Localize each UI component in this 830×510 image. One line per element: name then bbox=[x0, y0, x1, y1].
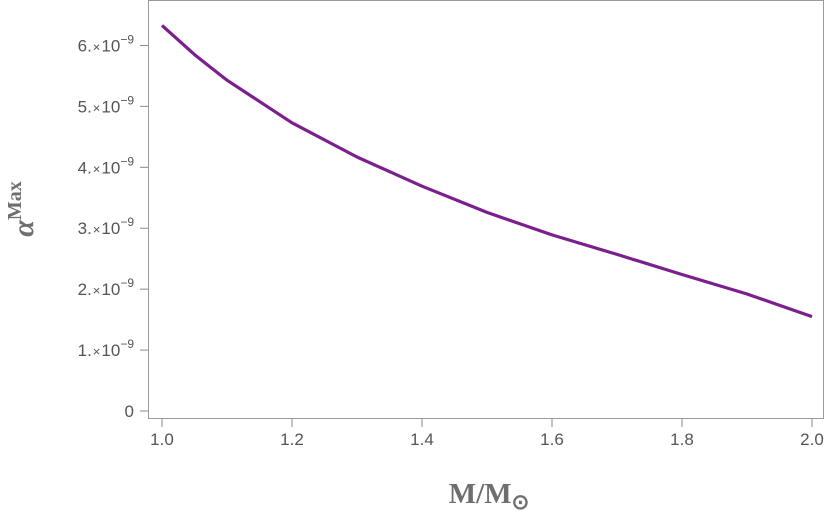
y-tick-base: 10 bbox=[101, 219, 120, 238]
y-tick-exponent: −9 bbox=[120, 32, 134, 46]
x-axis-title-text: M/M bbox=[449, 478, 512, 510]
y-tick-label: 0 bbox=[125, 402, 134, 421]
y-tick-mantissa: 0 bbox=[125, 402, 134, 421]
y-tick-base: 10 bbox=[101, 158, 120, 177]
y-tick-mantissa: 3. bbox=[78, 219, 92, 238]
x-axis-title-subscript: ⊙ bbox=[512, 490, 530, 510]
y-tick-mantissa: 2. bbox=[78, 280, 92, 299]
y-tick-base: 10 bbox=[101, 280, 120, 299]
y-axis-title-superscript: Max bbox=[4, 181, 26, 220]
y-tick-label: 6.×10−9 bbox=[78, 32, 135, 55]
y-tick-exponent: −9 bbox=[120, 154, 134, 168]
series-line bbox=[160, 24, 813, 319]
y-tick-exponent: −9 bbox=[120, 337, 134, 351]
x-tick-label: 2.0 bbox=[800, 430, 824, 449]
y-tick-label: 3.×10−9 bbox=[78, 215, 135, 238]
y-tick-mantissa: 6. bbox=[78, 36, 92, 55]
y-tick-times: × bbox=[93, 222, 101, 237]
y-tick-times: × bbox=[93, 39, 101, 54]
y-tick-label: 1.×10−9 bbox=[78, 337, 135, 360]
y-tick-exponent: −9 bbox=[120, 215, 134, 229]
x-tick-label: 1.4 bbox=[410, 430, 434, 449]
x-tick-label: 1.6 bbox=[540, 430, 564, 449]
y-tick-label: 2.×10−9 bbox=[78, 276, 135, 299]
x-tick-label: 1.0 bbox=[150, 430, 174, 449]
y-tick-times: × bbox=[93, 283, 101, 298]
y-tick-base: 10 bbox=[101, 36, 120, 55]
x-axis-ticks: 1.0 1.2 1.4 1.6 1.8 2.0 bbox=[150, 419, 824, 449]
y-tick-mantissa: 5. bbox=[78, 97, 92, 116]
y-axis-title: αMax bbox=[4, 181, 40, 237]
series-layer bbox=[160, 24, 813, 319]
y-tick-times: × bbox=[93, 344, 101, 359]
y-tick-label: 5.×10−9 bbox=[78, 93, 135, 116]
x-tick-label: 1.2 bbox=[280, 430, 304, 449]
y-axis-ticks: 01.×10−92.×10−93.×10−94.×10−95.×10−96.×1… bbox=[78, 32, 148, 421]
y-tick-label: 4.×10−9 bbox=[78, 154, 135, 177]
y-tick-exponent: −9 bbox=[120, 93, 134, 107]
y-tick-times: × bbox=[93, 161, 101, 176]
y-tick-times: × bbox=[93, 100, 101, 115]
y-axis-title-group: αMax bbox=[4, 181, 40, 237]
y-tick-exponent: −9 bbox=[120, 276, 134, 290]
plot-frame bbox=[148, 0, 824, 419]
y-tick-mantissa: 4. bbox=[78, 158, 92, 177]
x-tick-label: 1.8 bbox=[670, 430, 694, 449]
y-tick-mantissa: 1. bbox=[78, 341, 92, 360]
y-axis-title-text: α bbox=[7, 220, 40, 237]
y-tick-base: 10 bbox=[101, 97, 120, 116]
x-axis-title: M/M⊙ bbox=[449, 478, 529, 510]
y-tick-base: 10 bbox=[101, 341, 120, 360]
